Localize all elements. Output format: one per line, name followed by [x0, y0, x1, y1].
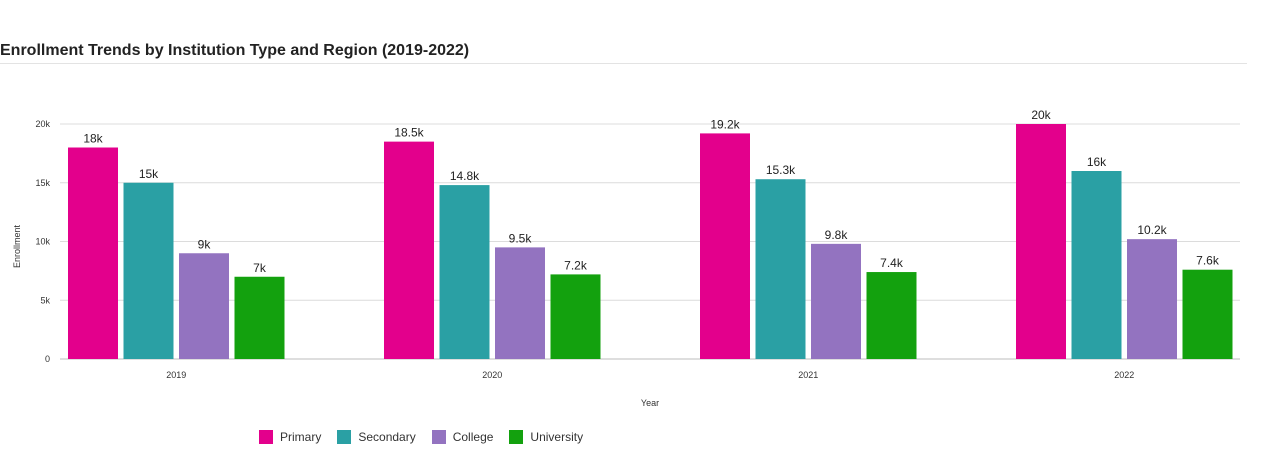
data-label: 9k: [198, 237, 212, 251]
legend-label: College: [452, 430, 494, 444]
data-label: 15.3k: [766, 163, 796, 177]
x-tick-label: 2022: [1114, 370, 1134, 380]
y-tick-label: 5k: [40, 295, 50, 305]
data-label: 19.2k: [710, 117, 740, 131]
bar-secondary-2020: [439, 185, 490, 359]
data-label: 18k: [83, 132, 103, 146]
legend-swatch: [337, 430, 352, 444]
y-tick-label: 0: [45, 354, 50, 364]
bar-university-2021: [866, 272, 917, 359]
bar-university-2019: [234, 276, 285, 359]
data-label: 16k: [1087, 155, 1107, 169]
x-tick-label: 2019: [166, 370, 186, 380]
data-label: 7.6k: [1196, 254, 1220, 268]
y-axis-label: Enrollment: [12, 224, 22, 268]
legend-label: Secondary: [358, 430, 416, 444]
bar-secondary-2021: [755, 179, 806, 359]
data-label: 9.8k: [825, 228, 849, 242]
bar-college-2022: [1127, 239, 1177, 359]
y-tick-label: 10k: [35, 237, 50, 247]
legend-swatch: [259, 430, 273, 444]
title-divider: [0, 63, 1247, 64]
legend-item-college[interactable]: College: [431, 430, 494, 444]
data-label: 15k: [139, 167, 159, 181]
bar-college-2020: [495, 247, 545, 359]
bar-secondary-2019: [123, 182, 174, 359]
legend-label: University: [530, 430, 584, 444]
y-tick-label: 20k: [35, 119, 50, 129]
x-tick-label: 2020: [482, 370, 502, 380]
bar-college-2019: [179, 253, 229, 359]
legend-item-secondary[interactable]: Secondary: [337, 430, 416, 444]
bar-university-2020: [550, 274, 601, 359]
bar-primary-2019: [68, 147, 118, 359]
legend-swatch: [431, 430, 446, 444]
bar-primary-2022: [1016, 124, 1066, 359]
bar-secondary-2022: [1071, 171, 1122, 359]
bar-primary-2020: [384, 141, 434, 359]
data-label: 7.2k: [564, 258, 588, 272]
legend-item-university[interactable]: University: [509, 430, 583, 444]
data-label: 9.5k: [509, 231, 533, 245]
chart-legend: Primary Secondary College University: [259, 430, 599, 444]
data-label: 14.8k: [450, 169, 480, 183]
data-label: 7k: [253, 261, 267, 275]
bar-primary-2021: [700, 133, 750, 359]
data-label: 18.5k: [394, 126, 424, 140]
chart-title: Enrollment Trends by Institution Type an…: [0, 42, 470, 59]
data-label: 7.4k: [880, 256, 904, 270]
y-tick-label: 15k: [35, 178, 50, 188]
legend-swatch: [509, 430, 524, 444]
x-axis-label: Year: [641, 398, 659, 408]
bar-college-2021: [811, 243, 861, 359]
x-tick-label: 2021: [798, 370, 818, 380]
data-label: 10.2k: [1137, 223, 1167, 237]
legend-label: Primary: [280, 430, 322, 444]
bar-university-2022: [1182, 269, 1233, 359]
data-label: 20k: [1031, 108, 1051, 122]
legend-item-primary[interactable]: Primary: [259, 430, 321, 444]
